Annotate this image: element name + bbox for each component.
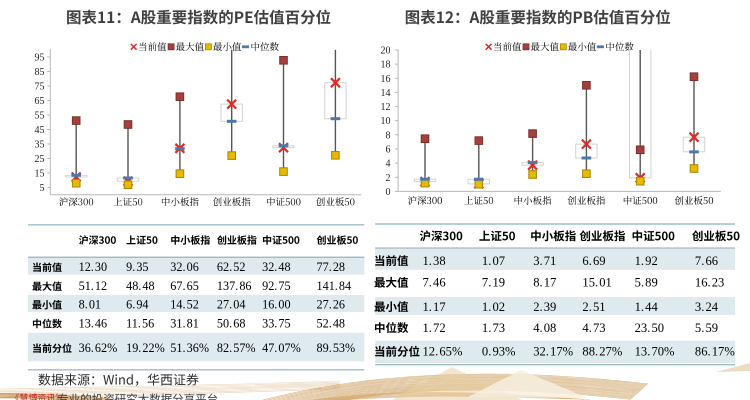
svg-text:51.12: 51.12 (79, 279, 108, 293)
svg-text:1.07: 1.07 (482, 254, 505, 268)
svg-text:48.48: 48.48 (126, 279, 155, 293)
svg-text:7.66: 7.66 (695, 254, 718, 268)
svg-text:6: 6 (386, 145, 391, 156)
svg-text:85: 85 (35, 67, 45, 78)
svg-text:2.51: 2.51 (582, 300, 605, 314)
svg-text:20: 20 (381, 46, 391, 57)
svg-text:0.93%: 0.93% (482, 345, 516, 359)
svg-text:36.62%: 36.62% (79, 341, 118, 355)
svg-text:5.59: 5.59 (695, 321, 718, 335)
svg-text:14: 14 (381, 88, 391, 99)
svg-text:1.38: 1.38 (423, 254, 446, 268)
svg-text:16: 16 (381, 74, 391, 85)
svg-text:62.52: 62.52 (217, 260, 246, 274)
svg-text:32.17%: 32.17% (533, 345, 573, 359)
svg-text:7.46: 7.46 (423, 276, 446, 290)
svg-text:52.48: 52.48 (317, 316, 346, 330)
svg-text:7.19: 7.19 (482, 276, 505, 290)
svg-text:0: 0 (386, 187, 391, 198)
svg-text:27.26: 27.26 (317, 298, 346, 312)
svg-text:12.65%: 12.65% (423, 345, 463, 359)
svg-text:3.24: 3.24 (695, 300, 719, 314)
svg-text:35: 35 (35, 140, 45, 151)
svg-text:5.89: 5.89 (635, 276, 658, 290)
svg-text:4: 4 (386, 159, 391, 170)
svg-text:4.08: 4.08 (533, 321, 556, 335)
svg-text:88.27%: 88.27% (582, 345, 622, 359)
svg-text:11.56: 11.56 (126, 316, 154, 330)
svg-text:75: 75 (35, 82, 45, 93)
svg-text:50.68: 50.68 (217, 316, 246, 330)
svg-text:2.39: 2.39 (533, 300, 556, 314)
svg-text:32.06: 32.06 (170, 260, 199, 274)
svg-text:1.17: 1.17 (423, 300, 446, 314)
svg-text:10: 10 (381, 116, 391, 127)
svg-text:25: 25 (35, 154, 45, 165)
svg-text:1.02: 1.02 (482, 300, 505, 314)
svg-text:55: 55 (35, 111, 45, 122)
svg-text:47.07%: 47.07% (262, 341, 301, 355)
svg-text:31.81: 31.81 (170, 316, 199, 330)
svg-text:1.44: 1.44 (635, 300, 659, 314)
svg-text:19.22%: 19.22% (126, 341, 165, 355)
svg-text:8: 8 (386, 130, 391, 141)
svg-text:32.48: 32.48 (262, 260, 291, 274)
svg-text:67.65: 67.65 (170, 279, 199, 293)
svg-text:3.71: 3.71 (533, 254, 556, 268)
svg-text:89.53%: 89.53% (317, 341, 356, 355)
svg-text:1.92: 1.92 (635, 254, 658, 268)
svg-text:51.36%: 51.36% (170, 341, 209, 355)
svg-text:45: 45 (35, 125, 45, 136)
svg-text:1.73: 1.73 (482, 321, 505, 335)
svg-text:141.84: 141.84 (317, 279, 352, 293)
svg-text:16.23: 16.23 (695, 276, 724, 290)
svg-text:13.70%: 13.70% (635, 345, 675, 359)
svg-text:13.46: 13.46 (79, 316, 108, 330)
svg-text:33.75: 33.75 (262, 316, 291, 330)
svg-text:14.52: 14.52 (170, 298, 199, 312)
svg-text:65: 65 (35, 96, 45, 107)
svg-text:4.73: 4.73 (582, 321, 605, 335)
svg-text:8.01: 8.01 (79, 298, 101, 312)
svg-text:15.01: 15.01 (582, 276, 611, 290)
svg-text:27.04: 27.04 (217, 298, 246, 312)
svg-text:1.72: 1.72 (423, 321, 446, 335)
svg-text:9.35: 9.35 (126, 260, 148, 274)
svg-text:77.28: 77.28 (317, 260, 346, 274)
svg-text:137.86: 137.86 (217, 279, 252, 293)
svg-text:92.75: 92.75 (262, 279, 291, 293)
svg-text:5: 5 (40, 183, 45, 194)
svg-text:16.00: 16.00 (262, 298, 291, 312)
svg-text:86.17%: 86.17% (695, 345, 735, 359)
svg-text:12: 12 (381, 102, 391, 113)
svg-text:15: 15 (35, 169, 45, 180)
svg-text:12.30: 12.30 (79, 260, 108, 274)
svg-text:8.17: 8.17 (533, 276, 556, 290)
svg-text:6.94: 6.94 (126, 298, 148, 312)
svg-text:95: 95 (35, 53, 45, 64)
svg-text:18: 18 (381, 60, 391, 71)
svg-text:2: 2 (386, 173, 391, 184)
svg-text:82.57%: 82.57% (217, 341, 256, 355)
svg-text:23.50: 23.50 (635, 321, 664, 335)
svg-text:6.69: 6.69 (582, 254, 605, 268)
